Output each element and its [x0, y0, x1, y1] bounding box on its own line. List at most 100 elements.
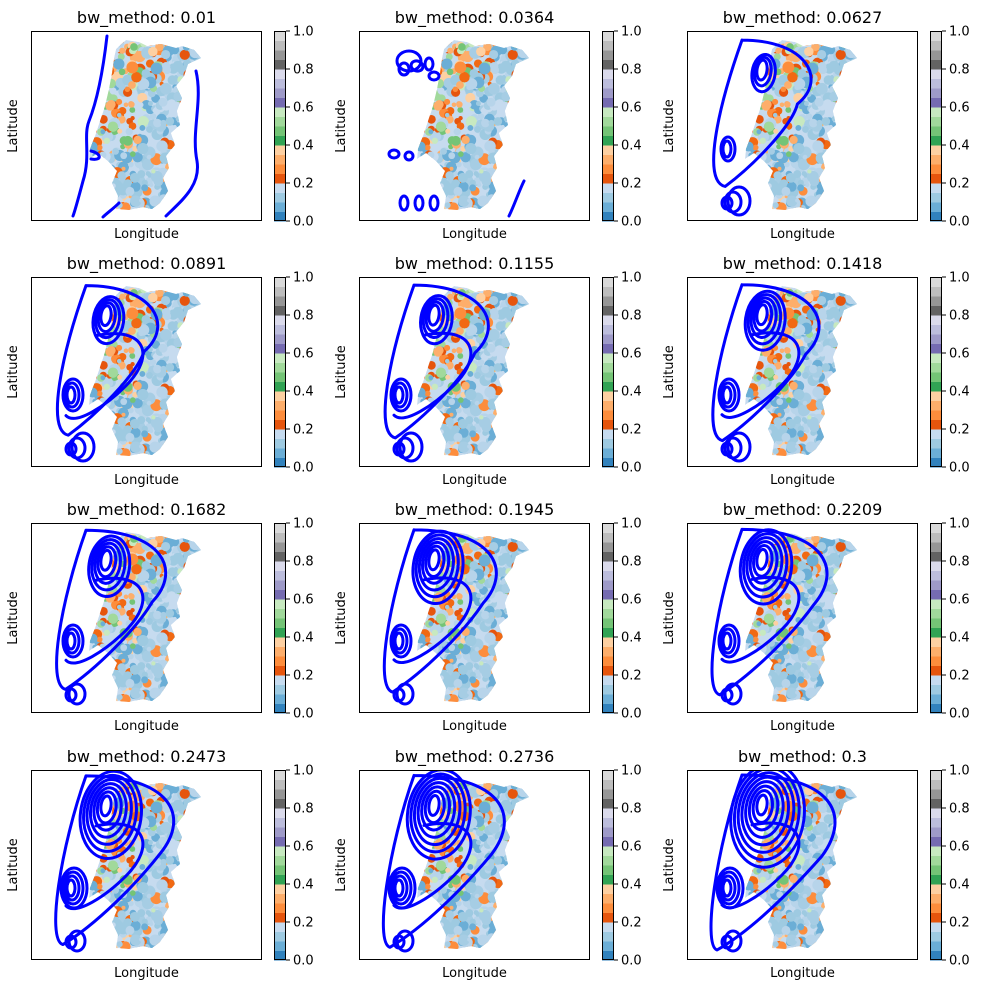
- colorbar-tick-label: 0.2: [621, 669, 642, 684]
- colorbar-segment: [274, 429, 286, 439]
- colorbar-tick-label: 0.4: [949, 139, 970, 154]
- colorbar-segment: [274, 570, 286, 581]
- colorbar-segment: [274, 116, 286, 127]
- colorbar-segment: [602, 391, 614, 401]
- panel-title: bw_method: 0.2736: [395, 747, 555, 767]
- panel-1: bw_method: 0.01LongitudeLatitude0.00.20.…: [6, 8, 314, 242]
- colorbar-segment: [274, 305, 286, 316]
- colorbar-tick-label: 0.2: [949, 669, 970, 684]
- colorbar-segment: [602, 665, 614, 676]
- colorbar-segment: [274, 457, 286, 468]
- colorbar-segment: [274, 343, 286, 354]
- colorbar: 0.0 0.2 0.4 0.6 0.8 1.0: [274, 25, 314, 230]
- y-axis-label: Latitude: [662, 99, 677, 153]
- colorbar-segment: [602, 912, 614, 923]
- density-contours: [55, 528, 168, 706]
- colorbar-segment: [930, 561, 942, 571]
- colorbar-segment: [602, 353, 614, 363]
- colorbar-tick-label: 0.2: [293, 669, 314, 684]
- colorbar-tick-label: 0.8: [949, 309, 970, 324]
- x-axis-label: Longitude: [114, 227, 179, 242]
- colorbar-segment: [930, 343, 942, 354]
- colorbar-segment: [274, 296, 286, 306]
- colorbar-tick-label: 0.4: [293, 139, 314, 154]
- colorbar-segment: [602, 31, 614, 41]
- colorbar-segment: [602, 438, 614, 449]
- x-axis-label: Longitude: [114, 719, 179, 734]
- colorbar-segment: [602, 343, 614, 354]
- colorbar-segment: [274, 324, 286, 335]
- colorbar-segment: [602, 865, 614, 875]
- colorbar-segment: [930, 827, 942, 837]
- colorbar-segment: [274, 855, 286, 866]
- colorbar-segment: [930, 324, 942, 335]
- colorbar-tick-label: 1.0: [621, 25, 642, 40]
- colorbar-segment: [930, 88, 942, 98]
- colorbar-segment: [602, 656, 614, 666]
- colorbar-segment: [602, 40, 614, 51]
- colorbar-segment: [930, 599, 942, 609]
- colorbar-segment: [602, 78, 614, 89]
- colorbar-segment: [274, 627, 286, 638]
- colorbar-segment: [274, 580, 286, 590]
- colorbar-tick-label: 0.4: [621, 631, 642, 646]
- colorbar-tick-label: 0.0: [293, 215, 314, 230]
- colorbar-segment: [930, 580, 942, 590]
- panel-title: bw_method: 0.0891: [67, 254, 227, 274]
- x-axis-label: Longitude: [442, 966, 507, 981]
- colorbar-segment: [930, 164, 942, 174]
- panel-title: bw_method: 0.0364: [395, 8, 555, 28]
- colorbar-tick-label: 0.0: [949, 215, 970, 230]
- colorbar-segment: [602, 410, 614, 420]
- colorbar-tick-label: 1.0: [621, 271, 642, 286]
- x-axis-label: Longitude: [770, 719, 835, 734]
- colorbar-tick-label: 0.8: [949, 555, 970, 570]
- colorbar-tick-label: 1.0: [949, 764, 970, 779]
- colorbar-segment: [930, 305, 942, 316]
- colorbar-tick-label: 0.0: [949, 954, 970, 969]
- colorbar-segment: [930, 183, 942, 193]
- colorbar-segment: [274, 353, 286, 363]
- colorbar-segment: [602, 448, 614, 458]
- axes-frame: [359, 31, 590, 221]
- density-contours: [71, 34, 200, 219]
- colorbar-segment: [930, 694, 942, 704]
- colorbar-tick-label: 0.2: [293, 423, 314, 438]
- colorbar-segment: [602, 183, 614, 193]
- colorbar-segment: [602, 884, 614, 894]
- colorbar-segment: [274, 410, 286, 420]
- colorbar-segment: [602, 580, 614, 590]
- colorbar-segment: [930, 523, 942, 533]
- colorbar-segment: [930, 353, 942, 363]
- axes-frame: [687, 770, 918, 960]
- y-axis-label: Latitude: [662, 591, 677, 645]
- panel-6: bw_method: 0.1418 Longitude Latitude 0.0 0.2…: [662, 254, 970, 488]
- colorbar-segment: [274, 192, 286, 203]
- panel-10: bw_method: 0.2473 Longitude Latitude 0.0 0.2…: [6, 747, 314, 981]
- colorbar-segment: [274, 665, 286, 676]
- colorbar-tick-label: 0.6: [621, 840, 642, 855]
- colorbar-segment: [930, 410, 942, 420]
- y-axis-label: Latitude: [334, 99, 349, 153]
- colorbar-segment: [930, 855, 942, 866]
- colorbar-segment: [602, 88, 614, 98]
- colorbar: 0.0 0.2 0.4 0.6 0.8 1.0: [602, 271, 642, 476]
- colorbar-segment: [602, 315, 614, 325]
- colorbar-segment: [602, 808, 614, 818]
- colorbar-segment: [602, 770, 614, 780]
- colorbar-segment: [274, 50, 286, 60]
- colorbar-segment: [274, 211, 286, 222]
- colorbar-segment: [602, 107, 614, 117]
- colorbar-segment: [930, 135, 942, 146]
- colorbar-segment: [930, 608, 942, 619]
- colorbar-tick-label: 1.0: [949, 517, 970, 532]
- colorbar-tick-label: 0.2: [621, 423, 642, 438]
- colorbar: 0.0 0.2 0.4 0.6 0.8 1.0: [930, 271, 970, 476]
- colorbar-segment: [274, 334, 286, 344]
- colorbar-segment: [930, 154, 942, 165]
- colorbar-segment: [274, 400, 286, 411]
- colorbar-segment: [930, 551, 942, 562]
- colorbar-segment: [930, 78, 942, 89]
- colorbar-segment: [602, 637, 614, 647]
- colorbar-segment: [274, 202, 286, 212]
